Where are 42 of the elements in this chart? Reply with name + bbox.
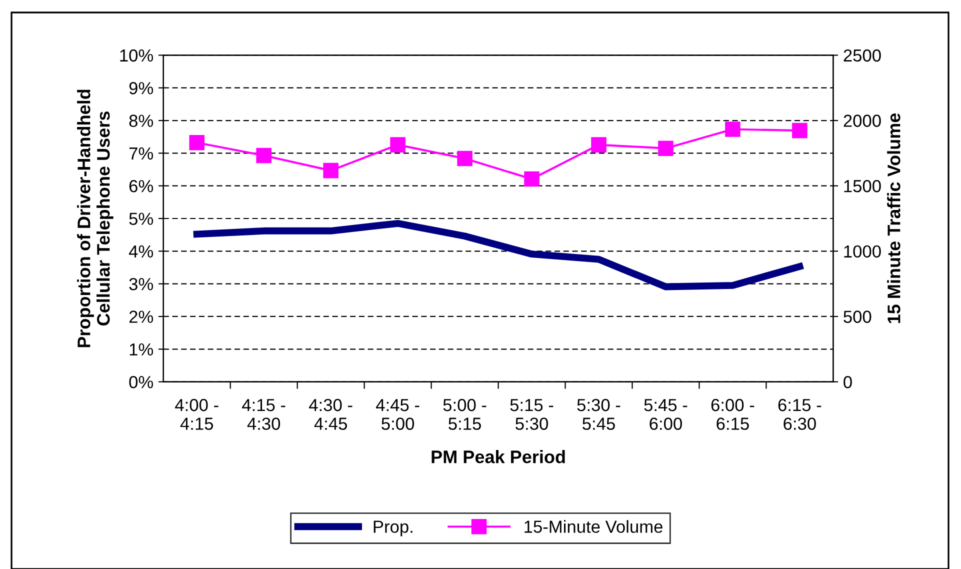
x-axis-title: PM Peak Period xyxy=(432,450,565,464)
y-tick-label: 6% xyxy=(129,180,154,192)
y-tick-label: 8% xyxy=(129,114,154,127)
point xyxy=(658,140,674,156)
y-tick-label: 3% xyxy=(129,278,154,290)
x-tick-label: 5:15 - 5:30 xyxy=(510,399,554,430)
y2-tick-label: 2000 xyxy=(844,114,881,127)
point xyxy=(591,137,606,152)
x-tick-label: 5:30 - 5:45 xyxy=(577,398,620,430)
x-tick-label: 4:45 - 5:00 xyxy=(376,399,420,430)
point xyxy=(323,162,338,178)
y2-axis-title: 15 Minute Traffic Volume xyxy=(887,113,900,324)
point xyxy=(725,122,740,137)
x-tick-label: 6:00 - 6:15 xyxy=(711,398,754,430)
y-tick-label: 4% xyxy=(128,245,154,258)
y2-tick-label: 1000 xyxy=(844,245,881,258)
x-tick-label: 4:15 - 4:30 xyxy=(242,399,286,430)
point xyxy=(256,148,272,164)
point xyxy=(390,137,406,152)
x-tick-label: 4:30 - 4:45 xyxy=(309,398,352,430)
legend-label: Prop. xyxy=(374,520,412,536)
y-axis-title: Proportion of Driver-Handheld Cellular Telephone Users xyxy=(77,90,114,348)
x-tick-label: 5:45 - 6:00 xyxy=(644,399,688,430)
y2-tick-label: 1500 xyxy=(844,180,881,192)
legend-label: 15-Minute Volume xyxy=(524,520,662,533)
y-tick-label: 2% xyxy=(129,310,154,323)
x-tick-label: 5:00 - 5:15 xyxy=(443,398,486,430)
y2-tick-label: 500 xyxy=(844,310,872,323)
y-tick-label: 9% xyxy=(129,82,154,94)
y2-tick-label: 2500 xyxy=(844,49,881,62)
y-tick-label: 0% xyxy=(129,376,154,388)
y-tick-label: 5% xyxy=(129,212,154,225)
point xyxy=(189,134,204,150)
y2-tick-label: 0 xyxy=(844,376,852,388)
y-tick-label: 10% xyxy=(120,49,154,62)
point xyxy=(792,122,808,138)
point xyxy=(524,171,540,187)
y-tick-label: 1% xyxy=(130,343,154,356)
x-tick-label: 4:00 - 4:15 xyxy=(175,398,218,430)
y-tick-label: 7% xyxy=(129,147,154,160)
x-tick-label: 6:15 - 6:30 xyxy=(778,398,822,430)
point xyxy=(457,150,472,166)
